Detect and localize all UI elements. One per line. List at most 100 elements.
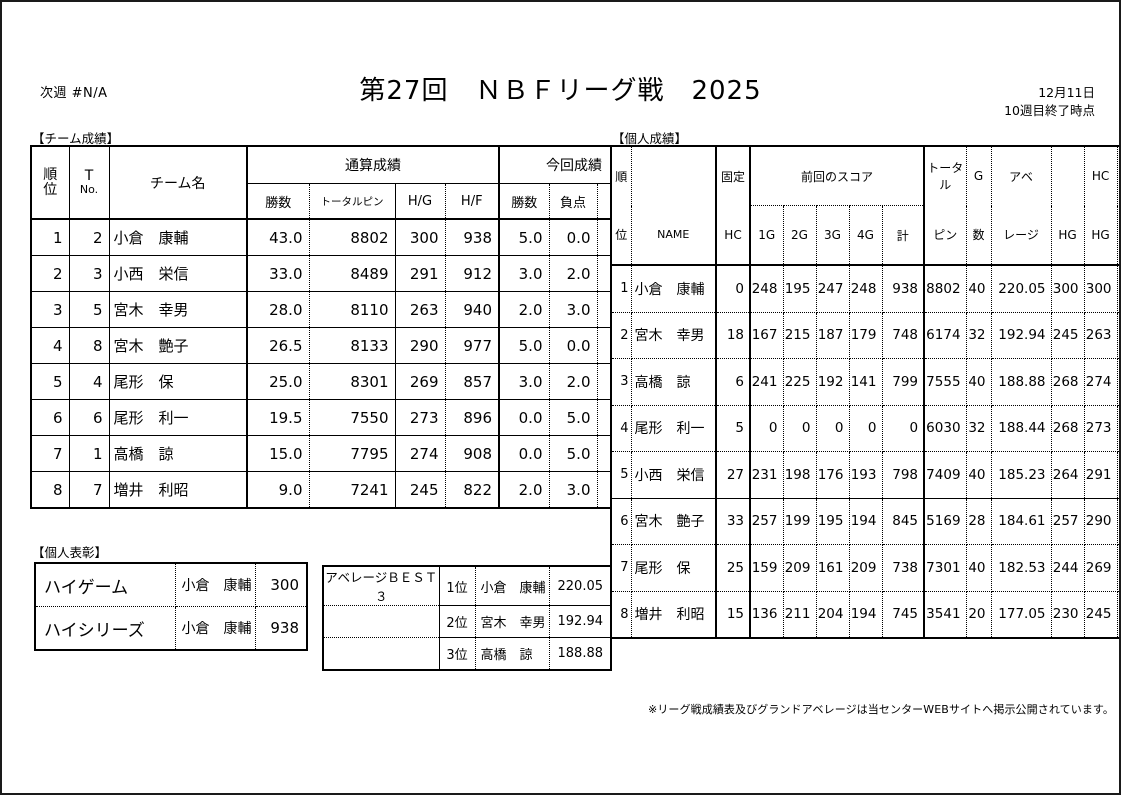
indiv-cell-g2: 195 bbox=[783, 265, 817, 313]
indiv-cell-sum: 938 bbox=[882, 265, 926, 313]
indiv-cell-total-pins: 7301 bbox=[924, 544, 967, 592]
team-cell-hg: 291 bbox=[395, 255, 446, 292]
indiv-cell-rank: 8 bbox=[610, 591, 632, 639]
team-header-cur-loss: 負点 bbox=[549, 183, 598, 220]
team-cell-wins: 15.0 bbox=[247, 435, 310, 472]
team-cell-name: 高橋 諒 bbox=[109, 435, 248, 472]
indiv-header-ave-bottom: レージ bbox=[991, 205, 1052, 266]
indiv-cell-average: 188.44 bbox=[991, 405, 1052, 452]
indiv-cell-average: 177.05 bbox=[991, 591, 1052, 639]
team-cell-total-pins: 7795 bbox=[309, 435, 396, 472]
team-cell-wins: 43.0 bbox=[247, 219, 310, 256]
team-header-team-name: チーム名 bbox=[109, 145, 248, 220]
indiv-cell-g4: 141 bbox=[849, 358, 883, 406]
best3-table-body: アベレージＢＥＳＴ３ 1位 小倉 康輔 220.05 2位 宮木 幸男 192.94 3位 高橋… bbox=[322, 565, 612, 671]
indiv-cell-g3: 176 bbox=[816, 451, 850, 499]
team-cell-rank: 4 bbox=[30, 327, 70, 364]
page-title: 第27回 ＮＢＦリーグ戦 2025 bbox=[359, 76, 762, 106]
team-cell-cur-loss: 2.0 bbox=[549, 255, 598, 292]
team-cell-name: 尾形 利一 bbox=[109, 399, 248, 436]
indiv-cell-average: 192.94 bbox=[991, 312, 1052, 359]
indiv-cell-g2: 198 bbox=[783, 451, 817, 499]
team-cell-cur-wins: 0.0 bbox=[499, 435, 550, 472]
indiv-cell-g2: 225 bbox=[783, 358, 817, 406]
team-cell-cur-wins: 5.0 bbox=[499, 327, 550, 364]
indiv-cell-hg: 264 bbox=[1051, 451, 1085, 499]
indiv-cell-average: 184.61 bbox=[991, 498, 1052, 545]
table-row: 3位 高橋 諒 188.88 bbox=[322, 637, 612, 671]
date-label: 12月11日 bbox=[1038, 85, 1095, 100]
team-cell-cur-loss: 5.0 bbox=[549, 399, 598, 436]
team-cell-total-pins: 8489 bbox=[309, 255, 396, 292]
indiv-cell-rank: 2 bbox=[610, 312, 632, 359]
indiv-cell-fixed-hc: 18 bbox=[716, 312, 751, 359]
indiv-header-hchg-bottom: HG bbox=[1084, 205, 1118, 266]
indiv-cell-g4: 248 bbox=[849, 265, 883, 313]
best3-cell-name: 高橋 諒 bbox=[475, 637, 550, 671]
indiv-cell-g2: 211 bbox=[783, 591, 817, 639]
indiv-cell-rank: 6 bbox=[610, 498, 632, 545]
indiv-header-name: NAME bbox=[631, 205, 717, 266]
indiv-cell-total-pins: 7409 bbox=[924, 451, 967, 499]
indiv-header-hg-bottom: HG bbox=[1051, 205, 1085, 266]
date-block: 12月11日 10週目終了時点 bbox=[1004, 84, 1095, 120]
indiv-cell-g3: 187 bbox=[816, 312, 850, 359]
week-note-label: 10週目終了時点 bbox=[1004, 103, 1095, 119]
indiv-cell-hc-hg: 245 bbox=[1084, 591, 1118, 639]
indiv-cell-sum: 738 bbox=[882, 544, 926, 592]
indiv-cell-fixed-hc: 15 bbox=[716, 591, 751, 639]
indiv-cell-hf: 938 bbox=[1117, 265, 1119, 313]
indiv-cell-hg: 257 bbox=[1051, 498, 1085, 545]
team-cell-total-pins: 7550 bbox=[309, 399, 396, 436]
indiv-cell-g1: 257 bbox=[750, 498, 784, 545]
rank-top-label: 順 bbox=[43, 166, 58, 183]
indiv-cell-hf: 868 bbox=[1117, 312, 1119, 359]
table-row: 2位 宮木 幸男 192.94 bbox=[322, 605, 612, 638]
indiv-cell-games: 40 bbox=[966, 265, 992, 313]
indiv-cell-g4: 179 bbox=[849, 312, 883, 359]
indiv-cell-hg: 300 bbox=[1051, 265, 1085, 313]
team-cell-cur-wins: 2.0 bbox=[499, 471, 550, 509]
table-row: 1 小倉 康輔 0 248 195 247 248 938 8802 40 220.05 300 300… bbox=[610, 265, 1119, 313]
indiv-cell-sum: 0 bbox=[882, 405, 926, 452]
team-cell-wins: 19.5 bbox=[247, 399, 310, 436]
team-cell-cur-loss: 3.0 bbox=[549, 471, 598, 509]
indiv-cell-g1: 167 bbox=[750, 312, 784, 359]
indiv-cell-sum: 798 bbox=[882, 451, 926, 499]
indiv-cell-hf: 762 bbox=[1117, 591, 1119, 639]
indiv-cell-hf: 884 bbox=[1117, 358, 1119, 406]
team-cell-rank: 7 bbox=[30, 435, 70, 472]
indiv-cell-g1: 248 bbox=[750, 265, 784, 313]
indiv-cell-games: 32 bbox=[966, 405, 992, 452]
indiv-cell-fixed-hc: 6 bbox=[716, 358, 751, 406]
team-cell-hf: 857 bbox=[445, 363, 500, 400]
indiv-cell-fixed-hc: 33 bbox=[716, 498, 751, 545]
team-cell-wins: 9.0 bbox=[247, 471, 310, 509]
team-cell-rank: 2 bbox=[30, 255, 70, 292]
team-cell-name: 宮木 艶子 bbox=[109, 327, 248, 364]
indiv-cell-rank: 5 bbox=[610, 451, 632, 499]
team-cell-team-no: 3 bbox=[69, 255, 110, 292]
indiv-cell-total-pins: 5169 bbox=[924, 498, 967, 545]
team-cell-hf: 938 bbox=[445, 219, 500, 256]
team-cell-wins: 26.5 bbox=[247, 327, 310, 364]
table-row: 5 小西 栄信 27 231 198 176 193 798 7409 40 185.23 264 29… bbox=[610, 451, 1119, 499]
indiv-header-g2: 2G bbox=[783, 205, 817, 266]
indiv-cell-average: 185.23 bbox=[991, 451, 1052, 499]
indiv-cell-average: 182.53 bbox=[991, 544, 1052, 592]
indiv-cell-g3: 0 bbox=[816, 405, 850, 452]
award-cell-value: 938 bbox=[255, 606, 308, 651]
team-header-hg: H/G bbox=[395, 183, 446, 220]
team-cell-total-pins: 8301 bbox=[309, 363, 396, 400]
indiv-cell-name: 宮木 艶子 bbox=[631, 498, 717, 545]
indiv-cell-fixed-hc: 0 bbox=[716, 265, 751, 313]
indiv-cell-hc-hg: 274 bbox=[1084, 358, 1118, 406]
indiv-cell-hf: 757 bbox=[1117, 544, 1119, 592]
indiv-header-row-bottom: 位 NAME HC 1G 2G 3G 4G 計 ピン 数 レージ HG HG H… bbox=[610, 205, 1119, 266]
indiv-header-hg-top bbox=[1051, 145, 1085, 206]
best3-title-cell: アベレージＢＥＳＴ３ bbox=[322, 565, 440, 606]
